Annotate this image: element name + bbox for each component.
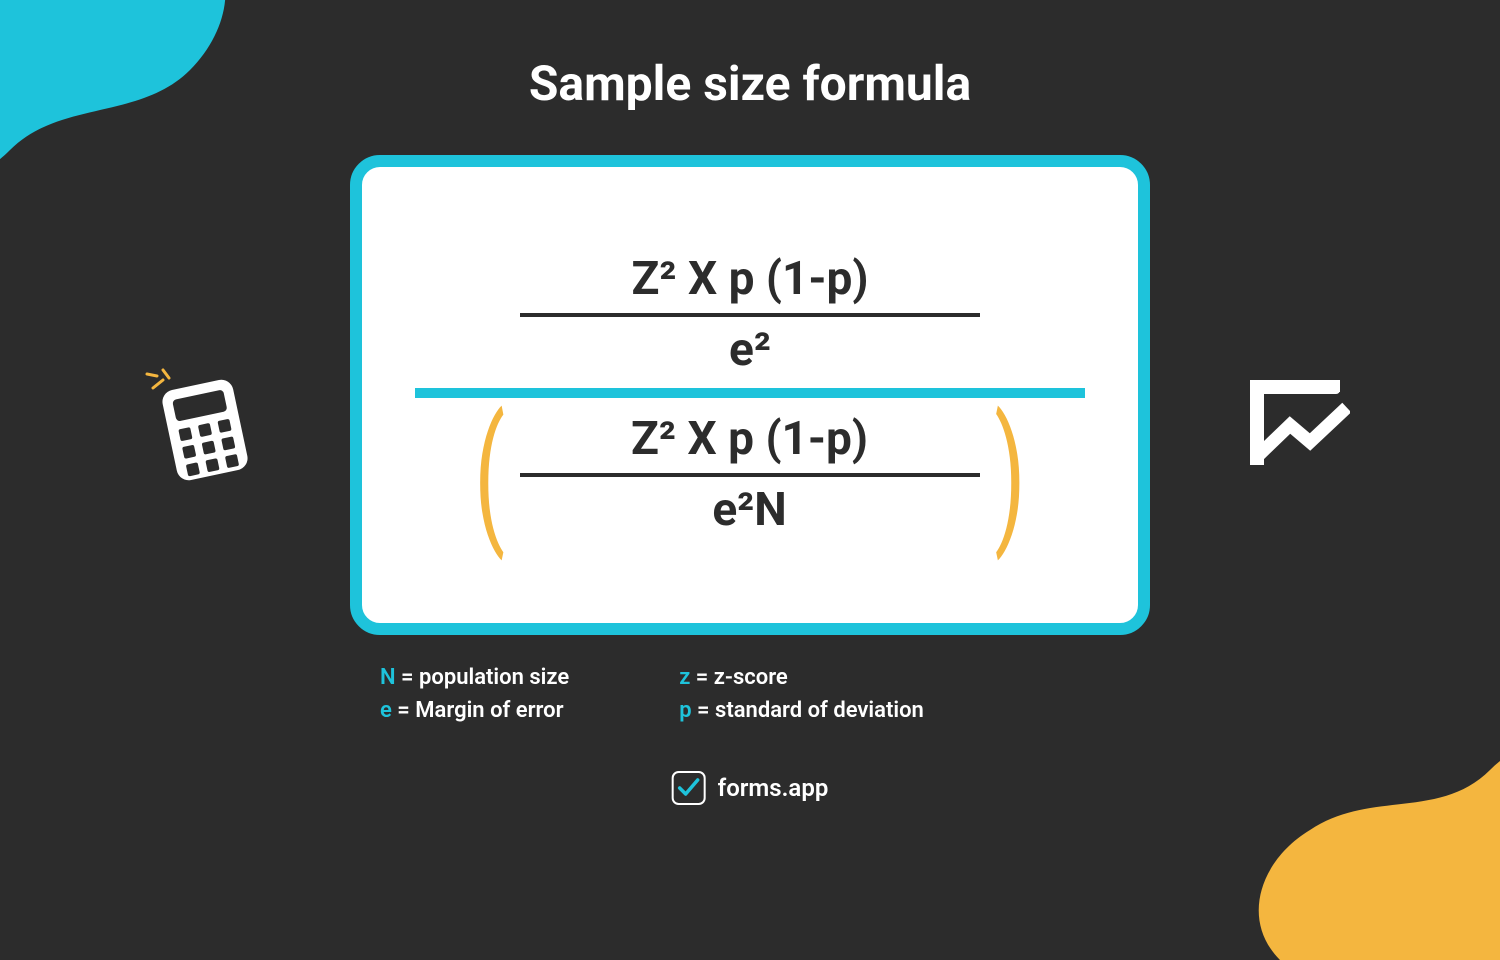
blob-bottom-right (1220, 660, 1500, 960)
denominator-fraction: Z² X p (1-p) e²N (520, 412, 980, 538)
brand: forms.app (672, 771, 829, 805)
main-divider (415, 388, 1085, 398)
formula-card: Z² X p (1-p) e² ( Z² X p (1-p) e²N ) (350, 155, 1150, 635)
page-title: Sample size formula (0, 55, 1500, 112)
bottom-denominator: e²N (712, 483, 786, 538)
legend-label: population size (419, 665, 569, 690)
legend-item: z = z-score (679, 665, 924, 690)
chart-icon (1240, 370, 1350, 480)
top-denominator: e² (729, 323, 771, 378)
denominator-row: ( Z² X p (1-p) e²N ) (464, 412, 1036, 538)
brand-logo-icon (672, 771, 706, 805)
bottom-numerator: Z² X p (1-p) (631, 412, 868, 467)
blob-top-left (0, 0, 280, 240)
legend-col-2: z = z-score p = standard of deviation (679, 665, 924, 723)
close-paren: ) (994, 415, 1025, 535)
fraction-line (520, 313, 980, 317)
legend-item: e = Margin of error (380, 698, 569, 723)
legend-item: p = standard of deviation (679, 698, 924, 723)
legend-key: e (380, 698, 392, 723)
open-paren: ( (474, 415, 505, 535)
legend-item: N = population size (380, 665, 569, 690)
numerator-fraction: Z² X p (1-p) e² (520, 252, 980, 378)
legend-key: p (679, 698, 691, 723)
legend: N = population size e = Margin of error … (380, 665, 1120, 723)
brand-name: forms.app (718, 774, 829, 802)
legend-key: z (679, 665, 690, 690)
calculator-icon (155, 373, 254, 487)
legend-key: N (380, 665, 396, 690)
legend-label: z-score (714, 665, 788, 690)
legend-label: standard of deviation (715, 698, 924, 723)
top-numerator: Z² X p (1-p) (631, 252, 868, 307)
legend-col-1: N = population size e = Margin of error (380, 665, 569, 723)
fraction-line (520, 473, 980, 477)
legend-label: Margin of error (415, 698, 563, 723)
